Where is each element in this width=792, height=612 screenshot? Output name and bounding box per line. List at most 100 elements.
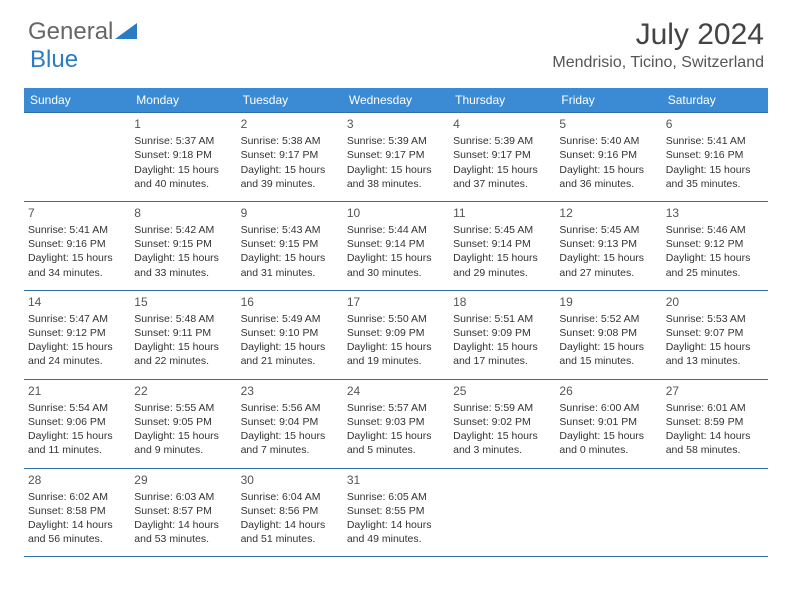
- day-number: 16: [241, 294, 339, 310]
- sunrise-line: Sunrise: 6:00 AM: [559, 401, 657, 415]
- day-cell: 18Sunrise: 5:51 AMSunset: 9:09 PMDayligh…: [449, 290, 555, 379]
- sunset-line: Sunset: 9:12 PM: [666, 237, 764, 251]
- day-cell: 30Sunrise: 6:04 AMSunset: 8:56 PMDayligh…: [237, 468, 343, 557]
- sunrise-line: Sunrise: 5:54 AM: [28, 401, 126, 415]
- day-number: 30: [241, 472, 339, 488]
- daylight-line: Daylight: 15 hours and 13 minutes.: [666, 340, 764, 368]
- sunset-line: Sunset: 9:07 PM: [666, 326, 764, 340]
- sunset-line: Sunset: 8:55 PM: [347, 504, 445, 518]
- day-number: 25: [453, 383, 551, 399]
- day-number: 28: [28, 472, 126, 488]
- sunset-line: Sunset: 9:15 PM: [241, 237, 339, 251]
- weekday-header: Monday: [130, 88, 236, 113]
- sunset-line: Sunset: 8:59 PM: [666, 415, 764, 429]
- sunset-line: Sunset: 9:13 PM: [559, 237, 657, 251]
- sunrise-line: Sunrise: 5:57 AM: [347, 401, 445, 415]
- daylight-line: Daylight: 14 hours and 53 minutes.: [134, 518, 232, 546]
- sunrise-line: Sunrise: 5:50 AM: [347, 312, 445, 326]
- daylight-line: Daylight: 15 hours and 5 minutes.: [347, 429, 445, 457]
- location-text: Mendrisio, Ticino, Switzerland: [552, 54, 764, 72]
- day-number: 15: [134, 294, 232, 310]
- daylight-line: Daylight: 15 hours and 40 minutes.: [134, 163, 232, 191]
- daylight-line: Daylight: 15 hours and 36 minutes.: [559, 163, 657, 191]
- day-number: 19: [559, 294, 657, 310]
- daylight-line: Daylight: 15 hours and 27 minutes.: [559, 251, 657, 279]
- day-number: 6: [666, 116, 764, 132]
- day-number: 17: [347, 294, 445, 310]
- empty-cell: [662, 468, 768, 557]
- sunset-line: Sunset: 9:05 PM: [134, 415, 232, 429]
- day-number: 1: [134, 116, 232, 132]
- sunrise-line: Sunrise: 5:39 AM: [347, 134, 445, 148]
- day-number: 11: [453, 205, 551, 221]
- weekday-header: Thursday: [449, 88, 555, 113]
- sunrise-line: Sunrise: 6:01 AM: [666, 401, 764, 415]
- day-number: 12: [559, 205, 657, 221]
- day-cell: 6Sunrise: 5:41 AMSunset: 9:16 PMDaylight…: [662, 113, 768, 202]
- daylight-line: Daylight: 15 hours and 33 minutes.: [134, 251, 232, 279]
- empty-cell: [555, 468, 661, 557]
- weekday-header: Tuesday: [237, 88, 343, 113]
- day-cell: 3Sunrise: 5:39 AMSunset: 9:17 PMDaylight…: [343, 113, 449, 202]
- sunrise-line: Sunrise: 6:05 AM: [347, 490, 445, 504]
- day-number: 8: [134, 205, 232, 221]
- sunrise-line: Sunrise: 5:42 AM: [134, 223, 232, 237]
- day-cell: 24Sunrise: 5:57 AMSunset: 9:03 PMDayligh…: [343, 379, 449, 468]
- sunset-line: Sunset: 9:14 PM: [453, 237, 551, 251]
- day-cell: 12 Sunrise: 5:45 AMSunset: 9:13 PMDayligh…: [555, 201, 661, 290]
- daylight-line: Daylight: 15 hours and 15 minutes.: [559, 340, 657, 368]
- logo-triangle-icon: [115, 23, 137, 41]
- sunset-line: Sunset: 9:17 PM: [347, 148, 445, 162]
- daylight-line: Daylight: 15 hours and 22 minutes.: [134, 340, 232, 368]
- sunrise-line: Sunrise: 5:37 AM: [134, 134, 232, 148]
- sunrise-line: Sunrise: 5:53 AM: [666, 312, 764, 326]
- weekday-header: Friday: [555, 88, 661, 113]
- calendar-row: 1Sunrise: 5:37 AMSunset: 9:18 PMDaylight…: [24, 113, 768, 202]
- day-number: 13: [666, 205, 764, 221]
- day-cell: 1Sunrise: 5:37 AMSunset: 9:18 PMDaylight…: [130, 113, 236, 202]
- day-cell: 17 Sunrise: 5:50 AMSunset: 9:09 PMDayligh…: [343, 290, 449, 379]
- day-number: 24: [347, 383, 445, 399]
- sunrise-line: Sunrise: 5:45 AM: [559, 223, 657, 237]
- sunrise-line: Sunrise: 5:40 AM: [559, 134, 657, 148]
- day-number: 9: [241, 205, 339, 221]
- sunrise-line: Sunrise: 5:47 AM: [28, 312, 126, 326]
- sunrise-line: Sunrise: 5:46 AM: [666, 223, 764, 237]
- day-number: 5: [559, 116, 657, 132]
- sunset-line: Sunset: 8:57 PM: [134, 504, 232, 518]
- logo-text-1: General: [28, 18, 113, 46]
- title-block: July 2024 Mendrisio, Ticino, Switzerland: [552, 18, 764, 72]
- daylight-line: Daylight: 15 hours and 7 minutes.: [241, 429, 339, 457]
- daylight-line: Daylight: 14 hours and 56 minutes.: [28, 518, 126, 546]
- logo: General: [28, 18, 137, 46]
- sunset-line: Sunset: 9:09 PM: [347, 326, 445, 340]
- daylight-line: Daylight: 15 hours and 29 minutes.: [453, 251, 551, 279]
- day-number: 4: [453, 116, 551, 132]
- sunset-line: Sunset: 9:17 PM: [241, 148, 339, 162]
- daylight-line: Daylight: 15 hours and 19 minutes.: [347, 340, 445, 368]
- calendar-row: 28Sunrise: 6:02 AMSunset: 8:58 PMDayligh…: [24, 468, 768, 557]
- day-cell: 16Sunrise: 5:49 AMSunset: 9:10 PMDayligh…: [237, 290, 343, 379]
- sunrise-line: Sunrise: 5:45 AM: [453, 223, 551, 237]
- daylight-line: Daylight: 14 hours and 51 minutes.: [241, 518, 339, 546]
- day-cell: 27Sunrise: 6:01 AMSunset: 8:59 PMDayligh…: [662, 379, 768, 468]
- daylight-line: Daylight: 14 hours and 49 minutes.: [347, 518, 445, 546]
- sunset-line: Sunset: 9:11 PM: [134, 326, 232, 340]
- page-header: General July 2024 Mendrisio, Ticino, Swi…: [0, 0, 792, 80]
- day-cell: 5Sunrise: 5:40 AMSunset: 9:16 PMDaylight…: [555, 113, 661, 202]
- day-cell: 10Sunrise: 5:44 AMSunset: 9:14 PMDayligh…: [343, 201, 449, 290]
- day-cell: 2Sunrise: 5:38 AMSunset: 9:17 PMDaylight…: [237, 113, 343, 202]
- day-cell: 21Sunrise: 5:54 AMSunset: 9:06 PMDayligh…: [24, 379, 130, 468]
- day-number: 20: [666, 294, 764, 310]
- daylight-line: Daylight: 15 hours and 17 minutes.: [453, 340, 551, 368]
- sunrise-line: Sunrise: 5:48 AM: [134, 312, 232, 326]
- sunset-line: Sunset: 9:12 PM: [28, 326, 126, 340]
- sunrise-line: Sunrise: 5:41 AM: [28, 223, 126, 237]
- calendar-row: 21Sunrise: 5:54 AMSunset: 9:06 PMDayligh…: [24, 379, 768, 468]
- calendar-table: SundayMondayTuesdayWednesdayThursdayFrid…: [24, 88, 768, 557]
- day-number: 23: [241, 383, 339, 399]
- day-number: 7: [28, 205, 126, 221]
- sunset-line: Sunset: 9:16 PM: [28, 237, 126, 251]
- day-cell: 15 Sunrise: 5:48 AMSunset: 9:11 PMDayligh…: [130, 290, 236, 379]
- day-number: 26: [559, 383, 657, 399]
